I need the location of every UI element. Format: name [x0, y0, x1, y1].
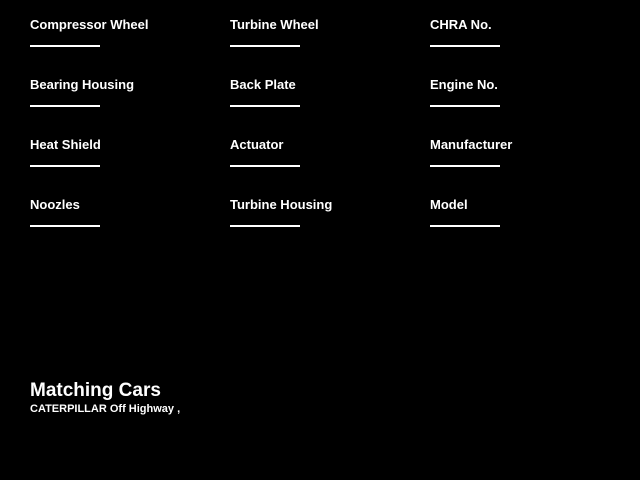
turbine-wheel-label: Turbine Wheel	[230, 17, 319, 32]
chra-no-label: CHRA No.	[430, 17, 492, 32]
field-group-turbine-wheel: Turbine Wheel	[230, 18, 430, 78]
compressor-wheel-input[interactable]	[30, 33, 100, 47]
noozles-input[interactable]	[30, 213, 100, 227]
model-input[interactable]	[430, 213, 500, 227]
chra-no-input[interactable]	[430, 33, 500, 47]
field-group-chra-no: CHRA No.	[430, 18, 630, 78]
field-group-back-plate: Back Plate	[230, 78, 430, 138]
matching-cars-title: Matching Cars	[30, 380, 161, 401]
manufacturer-label: Manufacturer	[430, 137, 513, 152]
model-label: Model	[430, 197, 468, 212]
bearing-housing-label: Bearing Housing	[30, 77, 135, 92]
compressor-wheel-label: Compressor Wheel	[30, 17, 149, 32]
turbine-housing-input[interactable]	[230, 213, 300, 227]
field-group-model: Model	[430, 198, 630, 258]
back-plate-input[interactable]	[230, 93, 300, 107]
field-group-engine-no: Engine No.	[430, 78, 630, 138]
manufacturer-input[interactable]	[430, 153, 500, 167]
field-group-turbine-housing: Turbine Housing	[230, 198, 430, 258]
field-group-actuator: Actuator	[230, 138, 430, 198]
engine-no-label: Engine No.	[430, 77, 498, 92]
field-group-compressor-wheel: Compressor Wheel	[30, 18, 230, 78]
engine-no-input[interactable]	[430, 93, 500, 107]
actuator-input[interactable]	[230, 153, 300, 167]
turbine-wheel-input[interactable]	[230, 33, 300, 47]
matching-car-item: CATERPILLAR Off Highway ,	[30, 403, 181, 415]
field-group-manufacturer: Manufacturer	[430, 138, 630, 198]
field-group-heat-shield: Heat Shield	[30, 138, 230, 198]
turbine-housing-label: Turbine Housing	[230, 197, 333, 212]
parts-form: Compressor Wheel Turbine Wheel CHRA No. …	[30, 18, 630, 258]
heat-shield-input[interactable]	[30, 153, 100, 167]
heat-shield-label: Heat Shield	[30, 137, 101, 152]
bearing-housing-input[interactable]	[30, 93, 100, 107]
actuator-label: Actuator	[230, 137, 284, 152]
field-group-bearing-housing: Bearing Housing	[30, 78, 230, 138]
back-plate-label: Back Plate	[230, 77, 296, 92]
noozles-label: Noozles	[30, 197, 80, 212]
field-group-noozles: Noozles	[30, 198, 230, 258]
matching-cars-section: Matching Cars CATERPILLAR Off Highway ,	[30, 381, 180, 415]
